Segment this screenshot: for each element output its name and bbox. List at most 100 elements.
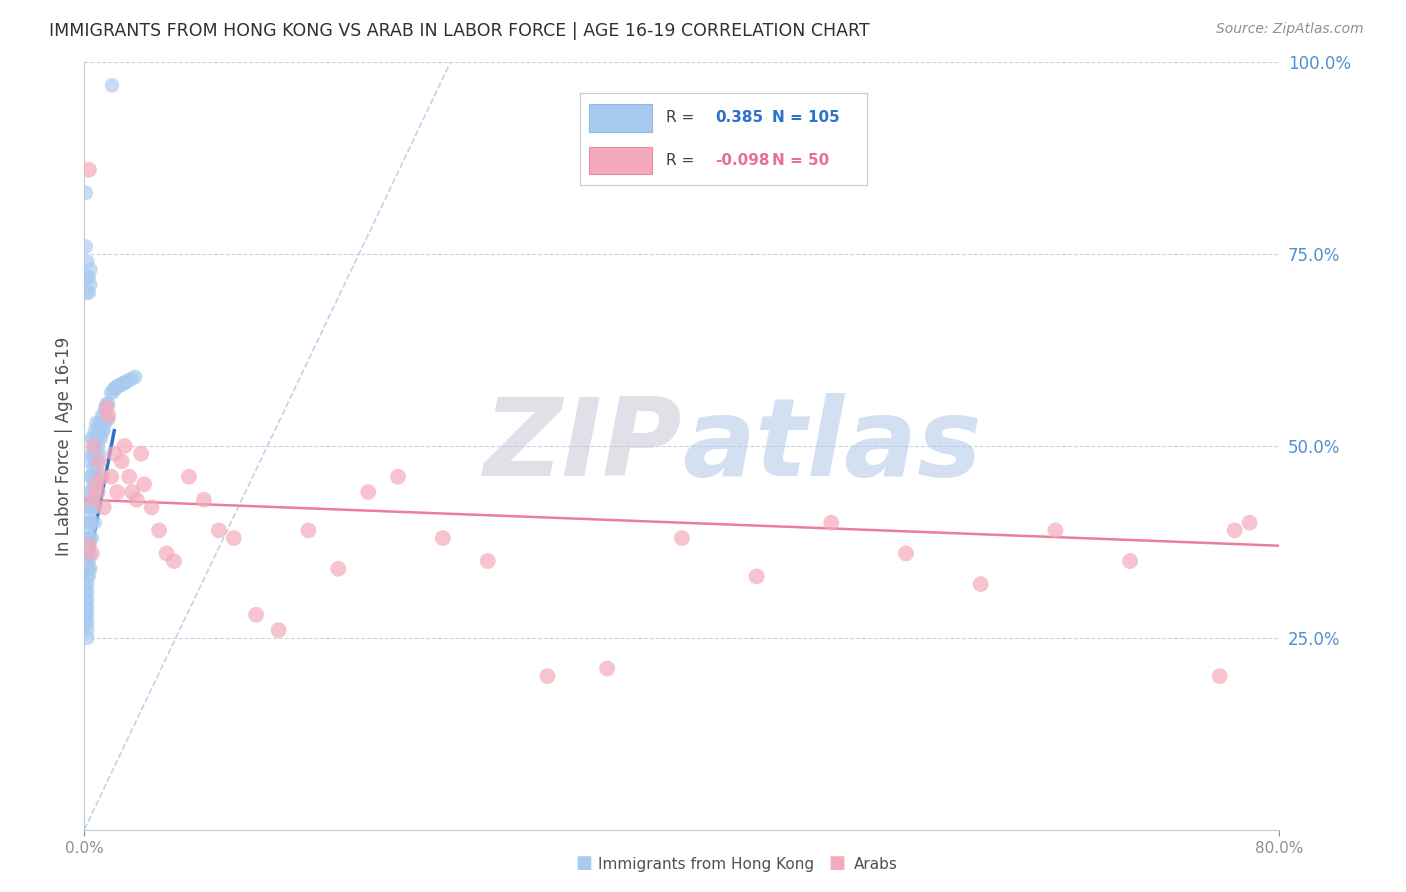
Point [111,454,134,468]
Point [132,477,156,491]
Point [76,623,98,637]
Point [89,454,111,468]
Point [96,401,118,415]
Point [536,669,558,683]
Point [79,500,101,515]
Point [77,562,100,576]
Point [86,447,108,461]
Point [83,454,105,468]
Point [75,596,97,610]
Point [155,546,177,560]
Point [105,379,128,393]
Point [82,439,104,453]
Point [80,500,103,515]
Point [86,477,108,491]
Point [79,562,101,576]
Point [79,469,101,483]
Point [82,477,104,491]
Point [75,577,97,591]
Point [91,409,114,423]
Point [89,447,111,461]
Point [87,424,110,438]
Point [75,604,97,618]
Point [76,600,98,615]
Point [77,270,100,285]
Point [111,377,134,392]
Point [82,492,104,507]
Point [75,607,97,622]
Point [76,562,98,576]
Point [820,516,842,530]
Point [79,262,101,277]
Point [77,508,100,522]
Point [76,615,98,630]
Point [75,612,97,626]
Point [1119,554,1142,568]
Point [101,385,124,400]
Point [79,277,101,292]
Point [93,500,115,515]
Point [79,546,101,560]
Point [671,531,693,545]
Point [96,397,118,411]
Point [432,531,454,545]
Point [245,607,267,622]
Point [970,577,993,591]
Point [80,447,103,461]
Point [76,285,98,300]
Point [103,382,125,396]
Point [357,485,380,500]
Point [100,469,122,483]
Point [163,554,186,568]
Point [97,409,120,423]
Point [91,469,114,483]
Point [596,661,619,675]
Point [87,485,110,500]
Point [83,516,105,530]
Text: Arabs: Arabs [853,857,897,872]
Point [1045,524,1067,538]
Point [1239,516,1261,530]
Point [77,539,100,553]
Point [112,376,135,390]
Point [121,371,143,385]
Point [79,485,101,500]
Point [387,469,409,483]
Point [141,500,163,515]
Point [76,270,98,285]
Text: ■: ■ [575,855,592,872]
Point [83,500,105,515]
Point [97,412,120,426]
Point [477,554,499,568]
Point [297,524,319,538]
Point [129,447,152,461]
Point [82,462,104,476]
Point [114,439,136,453]
Point [76,577,98,591]
Point [90,416,112,430]
Point [75,584,97,599]
Point [77,546,100,560]
Point [96,412,118,426]
Point [76,607,98,622]
Point [80,492,103,507]
Point [1209,669,1232,683]
Point [148,524,170,538]
Text: ZIP: ZIP [484,393,682,499]
Point [80,546,103,560]
Point [82,431,104,445]
Point [86,431,108,445]
Point [100,385,122,400]
Point [104,382,127,396]
Point [193,492,215,507]
Point [79,454,101,468]
Point [77,569,100,583]
Point [86,462,108,476]
Point [82,447,104,461]
Point [77,285,100,300]
Point [76,584,98,599]
Point [121,485,143,500]
Point [177,469,200,483]
Point [94,416,117,430]
Point [114,376,136,390]
